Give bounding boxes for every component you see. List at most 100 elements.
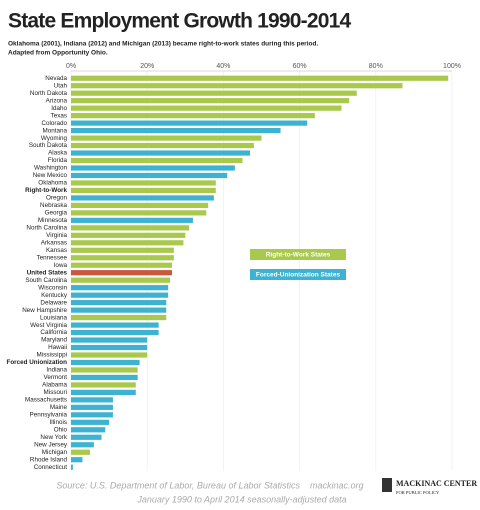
bar <box>71 434 102 440</box>
x-tick-label: 100% <box>443 63 461 70</box>
note: January 1990 to April 2014 seasonally-ad… <box>136 494 346 504</box>
y-tick-label: Virginia <box>46 232 67 239</box>
y-tick-label: Florida <box>48 157 68 164</box>
bar <box>71 83 403 89</box>
y-tick-label: North Carolina <box>26 225 67 232</box>
y-tick-label: Iowa <box>54 262 68 269</box>
y-tick-label: Washington <box>34 165 68 172</box>
bar <box>71 352 148 358</box>
y-tick-label: Ohio <box>54 426 68 433</box>
bar <box>71 412 113 418</box>
legend-label: Right-to-Work States <box>266 252 331 259</box>
bar <box>71 374 138 381</box>
y-tick-label: Utah <box>54 82 68 89</box>
bar <box>71 337 148 343</box>
bar <box>71 217 193 223</box>
y-tick-label: New Hampshire <box>22 307 67 314</box>
y-tick-label: Louisiana <box>40 314 67 321</box>
y-tick-label: Colorado <box>41 120 67 127</box>
logo-sub: FOR PUBLIC POLICY <box>396 490 440 495</box>
y-tick-label: Idaho <box>51 105 67 112</box>
bar <box>71 315 167 321</box>
y-tick-label: Mississippi <box>37 352 67 359</box>
bar <box>71 75 449 81</box>
y-tick-label: New York <box>40 434 67 441</box>
y-tick-label: New Mexico <box>33 172 68 179</box>
bar <box>71 98 350 104</box>
bar <box>71 367 138 373</box>
bar <box>71 187 216 194</box>
x-tick-label: 20% <box>140 63 154 70</box>
bar <box>71 210 207 216</box>
bar <box>71 277 171 283</box>
y-tick-label: Arizona <box>46 97 68 104</box>
logo-icon <box>382 478 392 492</box>
bar <box>71 113 315 119</box>
bar <box>71 344 148 351</box>
bar <box>71 389 136 395</box>
y-tick-label: Hawaii <box>48 344 67 351</box>
bar <box>71 404 113 410</box>
legend-swatch <box>250 269 346 280</box>
bar <box>71 105 342 111</box>
bar <box>71 382 136 388</box>
y-tick-label: Connecticut <box>34 464 68 471</box>
bar <box>71 142 254 149</box>
y-tick-label: Wyoming <box>41 135 68 142</box>
bar <box>71 464 73 470</box>
x-tick-label: 40% <box>216 63 230 70</box>
bar <box>71 157 243 164</box>
bar <box>71 322 159 328</box>
bar <box>71 180 216 186</box>
x-tick-label: 0% <box>66 63 76 70</box>
y-tick-label: Nebraska <box>40 202 67 209</box>
y-tick-label: Minnesota <box>38 217 68 224</box>
bar <box>71 232 186 238</box>
bar <box>71 270 172 276</box>
y-tick-label: Missouri <box>44 389 67 396</box>
bar <box>71 419 110 425</box>
subtitle: Adapted from Opportunity Ohio. <box>8 50 108 57</box>
y-tick-label: Kentucky <box>41 292 68 299</box>
bar <box>71 285 169 291</box>
bar <box>71 300 167 306</box>
legend-swatch <box>250 249 346 260</box>
bar <box>71 262 172 268</box>
bar <box>71 225 190 231</box>
y-tick-label: Illinois <box>50 419 68 426</box>
y-tick-label: Delaware <box>40 299 67 306</box>
y-tick-label: Georgia <box>45 210 68 217</box>
y-tick-label: Oregon <box>46 195 68 202</box>
y-tick-label: Maine <box>50 404 68 411</box>
y-tick-label: United States <box>27 269 68 276</box>
y-tick-label: Alabama <box>42 382 67 389</box>
y-tick-label: California <box>40 329 67 336</box>
y-tick-label: Montana <box>42 127 67 134</box>
y-tick-label: Rhode Island <box>30 456 68 463</box>
bar <box>71 397 113 403</box>
x-tick-label: 60% <box>293 63 307 70</box>
y-tick-label: Indiana <box>46 367 67 374</box>
y-tick-label: South Dakota <box>29 142 68 149</box>
y-tick-label: Pennsylvania <box>30 412 68 419</box>
y-tick-label: Forced Unionization <box>6 359 67 366</box>
legend-label: Forced-Unionization States <box>256 272 341 279</box>
bar <box>71 449 91 455</box>
bar <box>71 128 281 134</box>
y-tick-label: Massachusetts <box>25 397 67 404</box>
y-tick-label: Right-to-Work <box>25 187 67 194</box>
y-tick-label: Alaska <box>48 150 67 157</box>
bar <box>71 255 174 261</box>
x-tick-label: 80% <box>369 63 383 70</box>
bar <box>71 135 262 141</box>
y-tick-label: Tennessee <box>37 254 68 261</box>
bar <box>71 150 251 156</box>
y-tick-label: South Carolina <box>25 277 67 284</box>
bar <box>71 442 94 448</box>
logo: MACKINAC CENTER <box>396 479 477 488</box>
y-tick-label: Oklahoma <box>38 180 67 187</box>
y-tick-label: Arkansas <box>41 239 67 246</box>
bar <box>71 172 228 179</box>
y-tick-label: Nevada <box>45 75 67 82</box>
bar <box>71 240 184 246</box>
